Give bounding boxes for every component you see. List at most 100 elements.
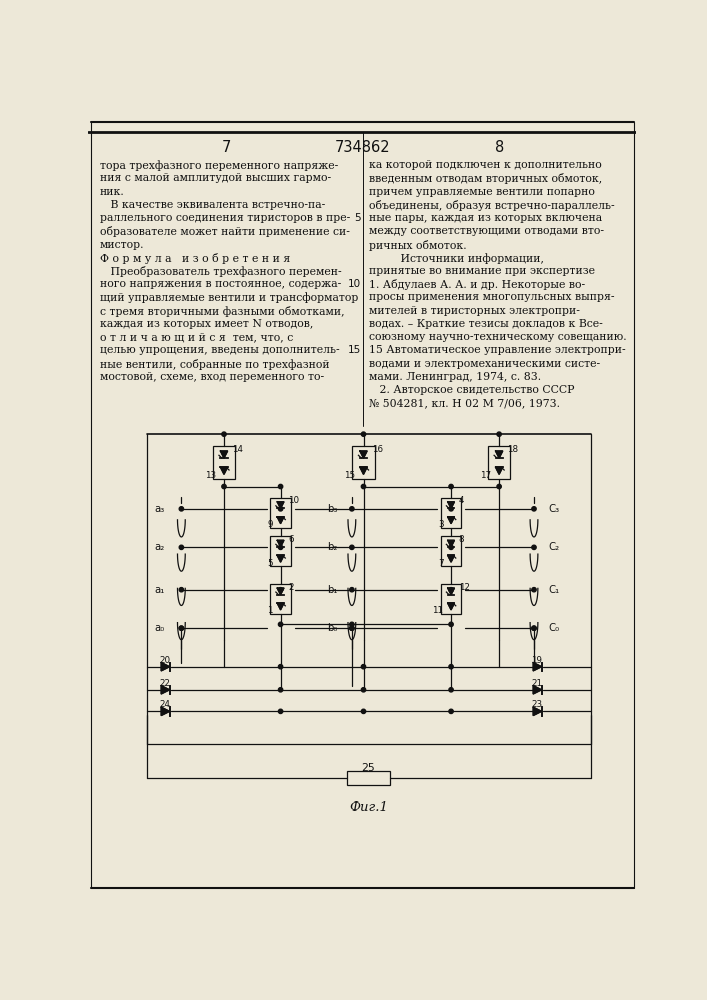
Polygon shape xyxy=(277,517,284,524)
Text: объединены, образуя встречно-параллель-: объединены, образуя встречно-параллель- xyxy=(369,200,614,211)
Polygon shape xyxy=(161,686,170,694)
Polygon shape xyxy=(533,663,542,671)
Text: с тремя вторичными фазными обмотками,: с тремя вторичными фазными обмотками, xyxy=(100,306,344,317)
Text: Фиг.1: Фиг.1 xyxy=(349,801,388,814)
Circle shape xyxy=(532,626,536,630)
Text: 5: 5 xyxy=(354,213,361,223)
Text: щий управляемые вентили и трансформатор: щий управляемые вентили и трансформатор xyxy=(100,292,358,303)
Circle shape xyxy=(449,545,453,550)
Text: образователе может найти применение си-: образователе может найти применение си- xyxy=(100,226,350,237)
Polygon shape xyxy=(161,707,170,716)
Bar xyxy=(353,446,375,479)
Polygon shape xyxy=(360,451,367,458)
Text: водами и электромеханическими систе-: водами и электромеханическими систе- xyxy=(369,359,600,369)
Text: тора трехфазного переменного напряже-: тора трехфазного переменного напряже- xyxy=(100,160,338,171)
Polygon shape xyxy=(448,555,455,562)
Text: 23: 23 xyxy=(532,700,542,709)
Polygon shape xyxy=(533,686,542,694)
Bar xyxy=(213,446,235,479)
Circle shape xyxy=(279,688,283,692)
Text: 6: 6 xyxy=(288,535,293,544)
Text: причем управляемые вентили попарно: причем управляемые вентили попарно xyxy=(369,187,595,197)
Text: 25: 25 xyxy=(362,763,375,773)
Circle shape xyxy=(222,484,226,489)
Text: C₃: C₃ xyxy=(548,504,559,514)
Text: целью упрощения, введены дополнитель-: целью упрощения, введены дополнитель- xyxy=(100,345,339,355)
Circle shape xyxy=(449,588,453,592)
Text: 9: 9 xyxy=(267,520,273,529)
Text: 4: 4 xyxy=(459,496,464,505)
Circle shape xyxy=(361,688,366,692)
Bar xyxy=(270,498,291,528)
Text: ричных обмоток.: ричных обмоток. xyxy=(369,240,467,251)
Text: 7: 7 xyxy=(221,140,231,155)
Text: мителей в тиристорных электропри-: мителей в тиристорных электропри- xyxy=(369,306,580,316)
Circle shape xyxy=(350,626,354,630)
Circle shape xyxy=(279,588,283,592)
Text: мами. Ленинград, 1974, с. 83.: мами. Ленинград, 1974, с. 83. xyxy=(369,372,541,382)
Polygon shape xyxy=(496,467,503,474)
Text: 11: 11 xyxy=(433,606,443,615)
Text: между соответствующими отводами вто-: между соответствующими отводами вто- xyxy=(369,226,604,236)
Bar xyxy=(270,584,291,614)
Text: раллельного соединения тиристоров в пре-: раллельного соединения тиристоров в пре- xyxy=(100,213,350,223)
Circle shape xyxy=(222,432,226,436)
Text: b₂: b₂ xyxy=(327,542,338,552)
Text: b₃: b₃ xyxy=(327,504,338,514)
Text: просы применения многопульсных выпря-: просы применения многопульсных выпря- xyxy=(369,292,614,302)
Text: 8: 8 xyxy=(459,535,464,544)
Text: ния с малой амплитудой высших гармо-: ния с малой амплитудой высших гармо- xyxy=(100,173,331,183)
Text: 19: 19 xyxy=(532,656,542,665)
Circle shape xyxy=(279,665,283,669)
Text: № 504281, кл. Н 02 М 7/06, 1973.: № 504281, кл. Н 02 М 7/06, 1973. xyxy=(369,398,560,408)
Polygon shape xyxy=(161,663,170,671)
Circle shape xyxy=(350,588,354,592)
Text: ные пары, каждая из которых включена: ные пары, каждая из которых включена xyxy=(369,213,602,223)
Bar xyxy=(440,584,462,614)
Circle shape xyxy=(449,665,453,669)
Text: В качестве эквивалента встречно-па-: В качестве эквивалента встречно-па- xyxy=(100,200,325,210)
Circle shape xyxy=(361,709,366,714)
Circle shape xyxy=(532,626,536,630)
Bar xyxy=(347,771,390,785)
Text: 7: 7 xyxy=(438,559,443,568)
Text: 13: 13 xyxy=(205,471,216,480)
Text: 16: 16 xyxy=(372,445,382,454)
Polygon shape xyxy=(277,502,284,508)
Circle shape xyxy=(361,665,366,669)
Text: водах. – Краткие тезисы докладов к Все-: водах. – Краткие тезисы докладов к Все- xyxy=(369,319,602,329)
Circle shape xyxy=(350,626,354,630)
Text: C₁: C₁ xyxy=(548,585,559,595)
Text: мостовой, схеме, вход переменного то-: мостовой, схеме, вход переменного то- xyxy=(100,372,324,382)
Text: 2: 2 xyxy=(288,583,293,592)
Text: каждая из которых имеет N отводов,: каждая из которых имеет N отводов, xyxy=(100,319,313,329)
Circle shape xyxy=(532,507,536,511)
Polygon shape xyxy=(448,540,455,547)
Polygon shape xyxy=(277,540,284,547)
Text: 18: 18 xyxy=(507,445,518,454)
Text: 15: 15 xyxy=(348,345,361,355)
Circle shape xyxy=(361,484,366,489)
Circle shape xyxy=(449,688,453,692)
Text: 17: 17 xyxy=(480,471,491,480)
Text: 21: 21 xyxy=(532,679,542,688)
Circle shape xyxy=(279,507,283,511)
Circle shape xyxy=(179,588,184,592)
Circle shape xyxy=(361,432,366,436)
Polygon shape xyxy=(277,588,284,595)
Text: b₀: b₀ xyxy=(327,623,338,633)
Text: C₂: C₂ xyxy=(548,542,559,552)
Text: о т л и ч а ю щ и й с я  тем, что, с: о т л и ч а ю щ и й с я тем, что, с xyxy=(100,332,293,342)
Text: Источники информации,: Источники информации, xyxy=(369,253,544,264)
Bar xyxy=(440,498,462,528)
Text: 1. Абдулаев А. А. и др. Некоторые во-: 1. Абдулаев А. А. и др. Некоторые во- xyxy=(369,279,585,290)
Text: ка которой подключен к дополнительно: ка которой подключен к дополнительно xyxy=(369,160,602,170)
Polygon shape xyxy=(448,517,455,524)
Polygon shape xyxy=(277,603,284,610)
Text: 15: 15 xyxy=(344,471,356,480)
Text: 22: 22 xyxy=(160,679,170,688)
Bar xyxy=(488,446,510,479)
Polygon shape xyxy=(448,603,455,610)
Circle shape xyxy=(179,626,184,630)
Text: Ф о р м у л а   и з о б р е т е н и я: Ф о р м у л а и з о б р е т е н и я xyxy=(100,253,291,264)
